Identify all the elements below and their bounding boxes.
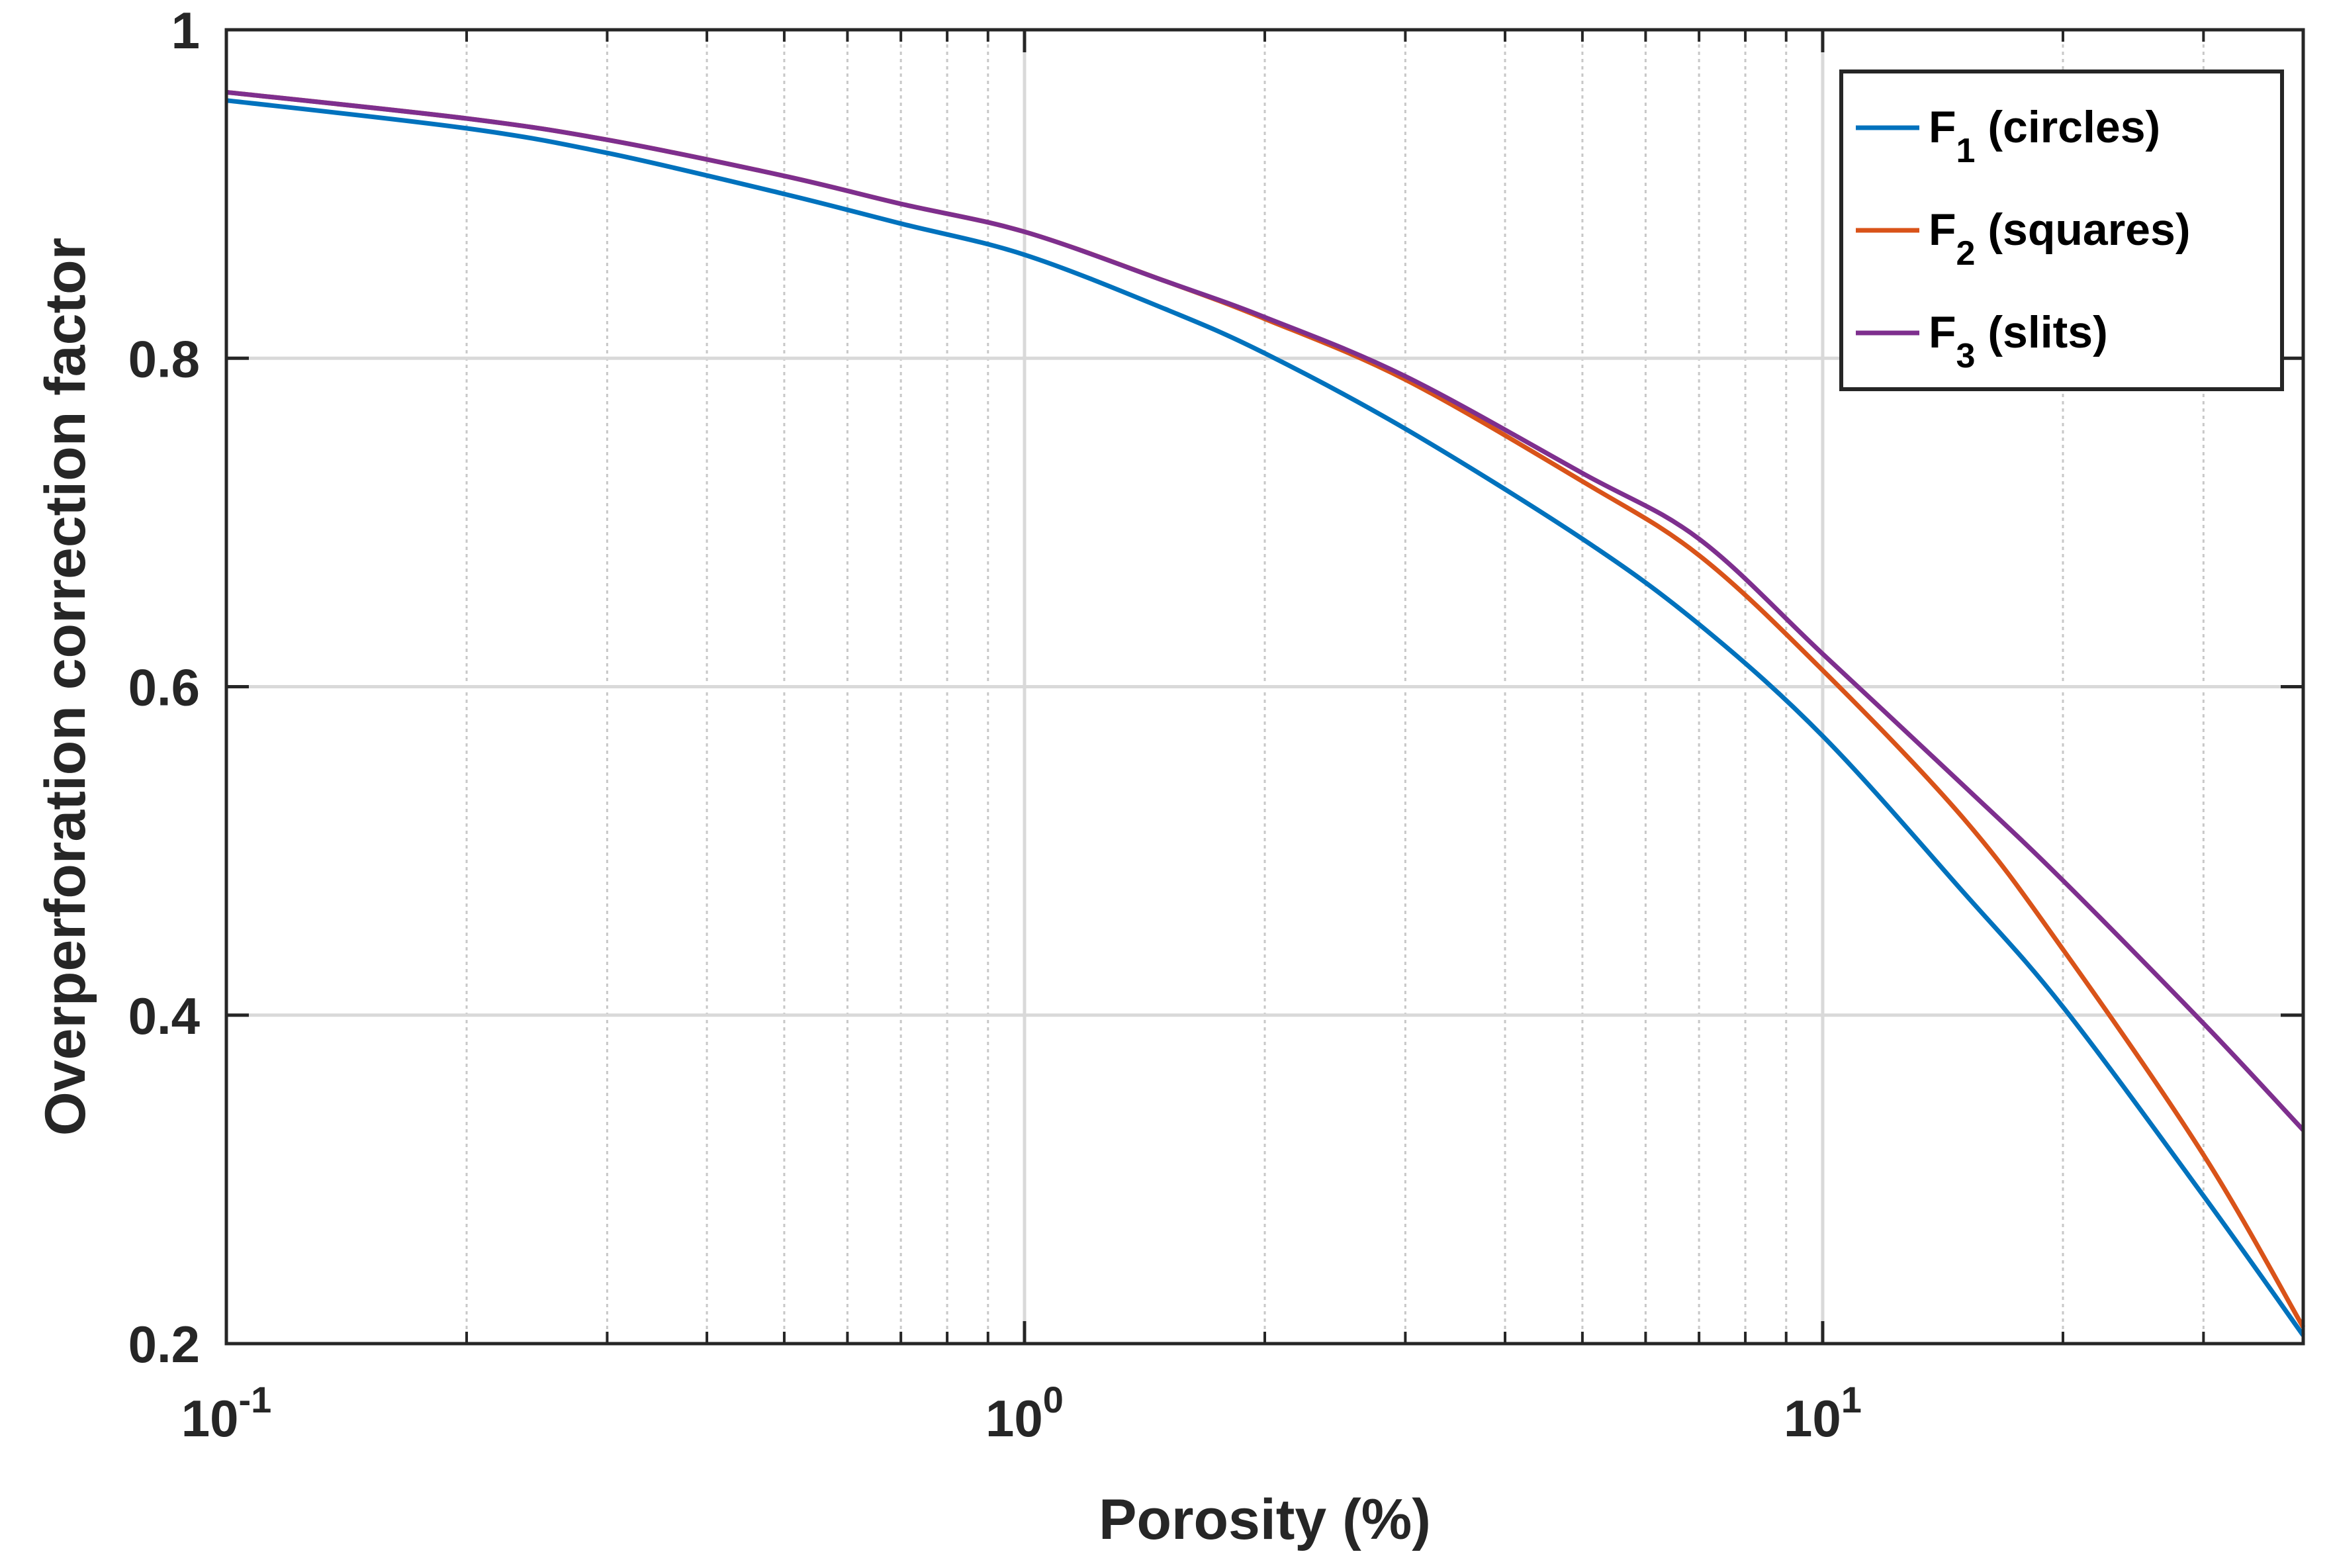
y-axis-title: Overperforation correction factor (34, 238, 97, 1136)
y-tick-label: 0.6 (128, 659, 200, 717)
y-tick-label: 0.2 (128, 1315, 200, 1373)
x-tick-label: 101 (1784, 1379, 1862, 1448)
y-tick-label: 0.8 (128, 330, 200, 388)
y-tick-label: 0.4 (128, 987, 200, 1045)
legend: F1 (circles) F2 (squares) F3 (slits) (1839, 69, 2284, 391)
series-line-f1 (226, 98, 2305, 1337)
legend-label-f3: F3 (slits) (1929, 307, 2108, 375)
series-lines (226, 89, 2306, 1337)
legend-label-f1: F1 (circles) (1929, 102, 2160, 170)
x-tick-label: 100 (985, 1379, 1064, 1448)
y-tick-label: 1 (171, 1, 200, 60)
series-line-f3 (226, 89, 2305, 1132)
axis-ticks (224, 28, 2303, 1346)
legend-label-f2: F2 (squares) (1929, 205, 2190, 273)
x-tick-label: 10-1 (181, 1379, 272, 1448)
x-axis-title: Porosity (%) (1099, 1488, 1431, 1551)
tick-labels: 10-1 100 101 0.2 0.4 0.6 0.8 1 (128, 1, 1862, 1448)
